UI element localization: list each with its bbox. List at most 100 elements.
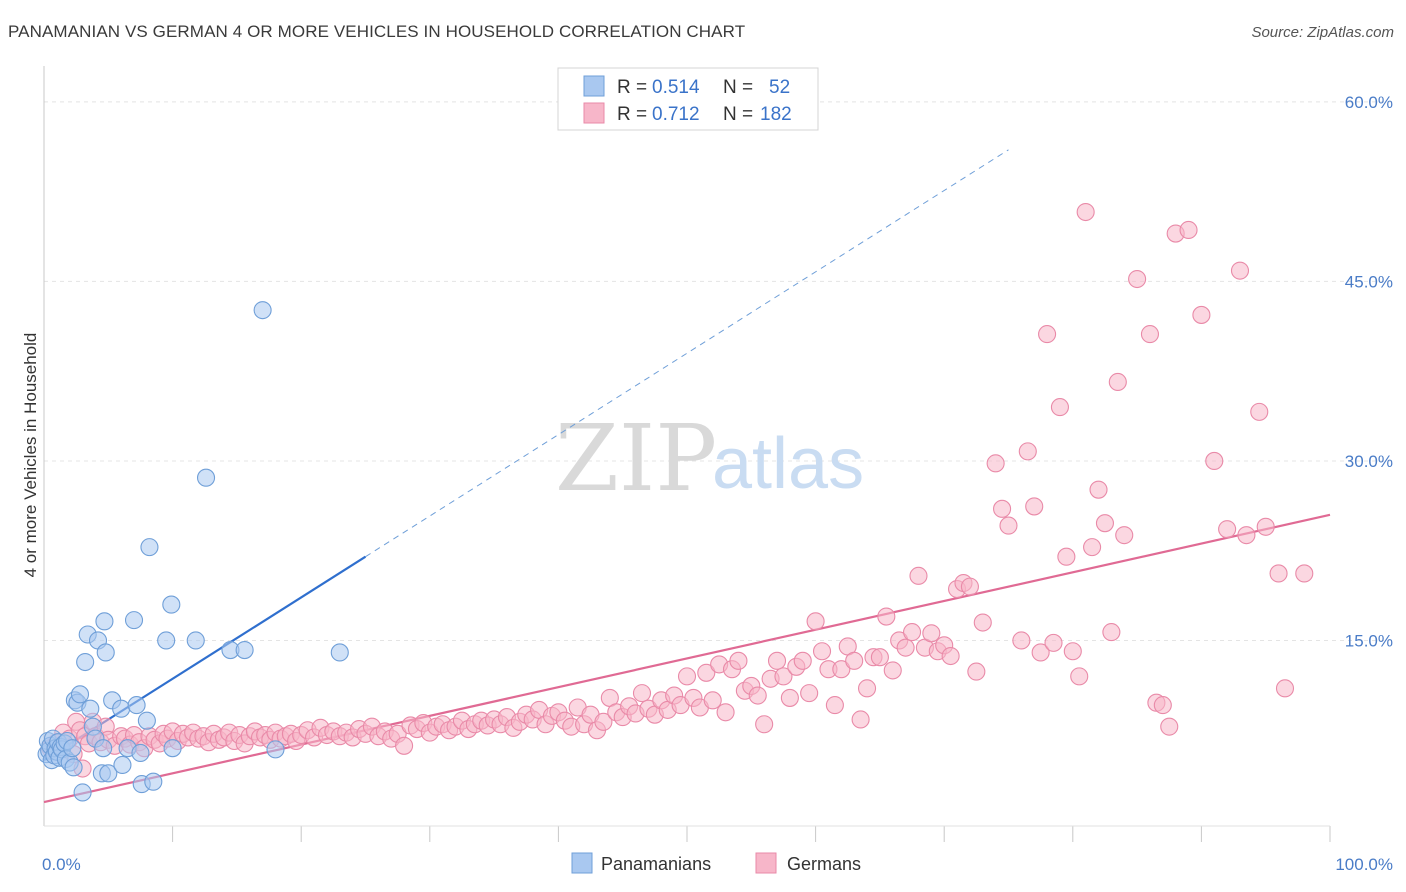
germans-point-99 bbox=[594, 712, 613, 731]
panamanians-point-35 bbox=[112, 699, 131, 718]
germans-point-171 bbox=[1070, 667, 1089, 686]
germans-point-167 bbox=[1044, 633, 1063, 652]
data-points bbox=[37, 202, 1314, 802]
germans-point-130 bbox=[793, 651, 812, 670]
panamanians-point-23 bbox=[76, 652, 95, 672]
panamanians-point-48 bbox=[186, 631, 205, 650]
legend-r-label-2: R = bbox=[617, 104, 647, 125]
germans-point-162 bbox=[1012, 631, 1031, 650]
germans-point-192 bbox=[1256, 517, 1275, 536]
germans-point-126 bbox=[767, 651, 787, 670]
germans-point-153 bbox=[941, 646, 960, 666]
germans-point-127 bbox=[774, 667, 793, 686]
germans-point-68 bbox=[395, 736, 414, 755]
panamanians-point-33 bbox=[99, 764, 118, 783]
panamanians-point-53 bbox=[266, 740, 285, 759]
watermark-atlas: atlas bbox=[712, 424, 864, 504]
legend-n-label-1: N = bbox=[723, 77, 753, 98]
germans-point-123 bbox=[748, 686, 767, 705]
x-tick-labels: 0.0% 100.0% bbox=[42, 855, 1393, 874]
germans-point-164 bbox=[1025, 497, 1044, 516]
germans-point-131 bbox=[800, 684, 819, 703]
y-tick-label-3: 60.0% bbox=[1345, 93, 1393, 112]
germans-point-177 bbox=[1108, 372, 1127, 392]
germans-point-189 bbox=[1230, 261, 1250, 280]
panamanians-point-43 bbox=[140, 538, 159, 557]
panamanians-point-17 bbox=[63, 739, 82, 758]
germans-point-118 bbox=[716, 703, 735, 722]
panamanians-point-36 bbox=[113, 755, 132, 774]
germans-point-140 bbox=[857, 679, 877, 698]
germans-point-147 bbox=[902, 623, 922, 642]
panamanians-point-21 bbox=[70, 685, 90, 704]
germans-point-173 bbox=[1083, 538, 1102, 557]
panamanians-point-39 bbox=[127, 696, 146, 715]
germans-point-146 bbox=[896, 638, 915, 657]
germans-point-156 bbox=[960, 577, 979, 596]
y-tick-label-0: 15.0% bbox=[1345, 631, 1393, 650]
germans-point-112 bbox=[677, 667, 697, 686]
panamanians-point-31 bbox=[95, 612, 114, 631]
legend-r-value-2: 0.712 bbox=[652, 104, 700, 125]
bottom-legend-swatch-blue bbox=[571, 852, 593, 874]
legend-swatch-pink bbox=[583, 102, 605, 124]
germans-point-187 bbox=[1205, 451, 1224, 471]
germans-point-191 bbox=[1250, 402, 1269, 421]
x-tick-label-1: 100.0% bbox=[1335, 855, 1393, 874]
germans-point-169 bbox=[1057, 547, 1076, 566]
panamanians-point-25 bbox=[81, 699, 100, 718]
germans-point-158 bbox=[973, 613, 992, 632]
germans-point-175 bbox=[1095, 514, 1114, 533]
germans-point-124 bbox=[755, 715, 774, 734]
germans-point-183 bbox=[1160, 717, 1179, 736]
germans-point-150 bbox=[922, 624, 941, 643]
panamanians-point-49 bbox=[196, 468, 216, 487]
germans-point-166 bbox=[1038, 325, 1057, 344]
germans-point-139 bbox=[851, 710, 870, 729]
germans-point-136 bbox=[832, 660, 851, 679]
germans-trend-line bbox=[43, 513, 1331, 804]
germans-point-168 bbox=[1050, 398, 1069, 417]
axes bbox=[43, 66, 1331, 842]
y-axis-label: 4 or more Vehicles in Household bbox=[21, 333, 40, 578]
germans-point-165 bbox=[1031, 643, 1050, 662]
germans-point-128 bbox=[780, 688, 799, 707]
bottom-legend-label-germans: Germans bbox=[787, 854, 861, 874]
germans-point-144 bbox=[883, 661, 902, 680]
watermark: ZIP atlas bbox=[555, 405, 864, 512]
germans-point-116 bbox=[703, 691, 722, 710]
panamanians-point-46 bbox=[162, 595, 181, 614]
legend-n-value-1: 52 bbox=[769, 77, 790, 98]
germans-point-194 bbox=[1275, 679, 1295, 698]
germans-point-182 bbox=[1153, 696, 1172, 715]
germans-point-160 bbox=[993, 499, 1012, 518]
bottom-legend-swatch-pink bbox=[755, 852, 777, 874]
panamanians-trend-extension bbox=[365, 149, 1009, 558]
bottom-legend-label-panamanians: Panamanians bbox=[601, 854, 711, 874]
x-tick-label-0: 0.0% bbox=[42, 855, 81, 874]
germans-point-132 bbox=[806, 612, 825, 631]
germans-point-176 bbox=[1102, 623, 1121, 642]
germans-point-195 bbox=[1295, 564, 1314, 583]
germans-point-138 bbox=[845, 651, 864, 670]
legend-r-label-1: R = bbox=[617, 77, 647, 98]
panamanians-point-54 bbox=[330, 643, 349, 662]
legend-r-value-1: 0.514 bbox=[652, 77, 700, 98]
panamanians-point-44 bbox=[144, 772, 163, 791]
panamanians-point-45 bbox=[157, 631, 176, 650]
germans-point-172 bbox=[1076, 202, 1095, 222]
panamanians-point-47 bbox=[163, 739, 182, 758]
panamanians-point-38 bbox=[124, 611, 144, 630]
germans-point-161 bbox=[999, 516, 1018, 535]
panamanians-point-40 bbox=[131, 743, 150, 763]
germans-point-159 bbox=[986, 454, 1005, 473]
germans-point-115 bbox=[697, 663, 716, 682]
panamanians-point-18 bbox=[64, 758, 83, 777]
gridlines bbox=[44, 101, 1395, 641]
legend-n-label-2: N = bbox=[723, 104, 753, 125]
germans-point-180 bbox=[1140, 325, 1160, 344]
germans-point-157 bbox=[967, 662, 986, 681]
germans-point-186 bbox=[1192, 305, 1211, 324]
legend-n-value-2: 182 bbox=[760, 104, 792, 125]
